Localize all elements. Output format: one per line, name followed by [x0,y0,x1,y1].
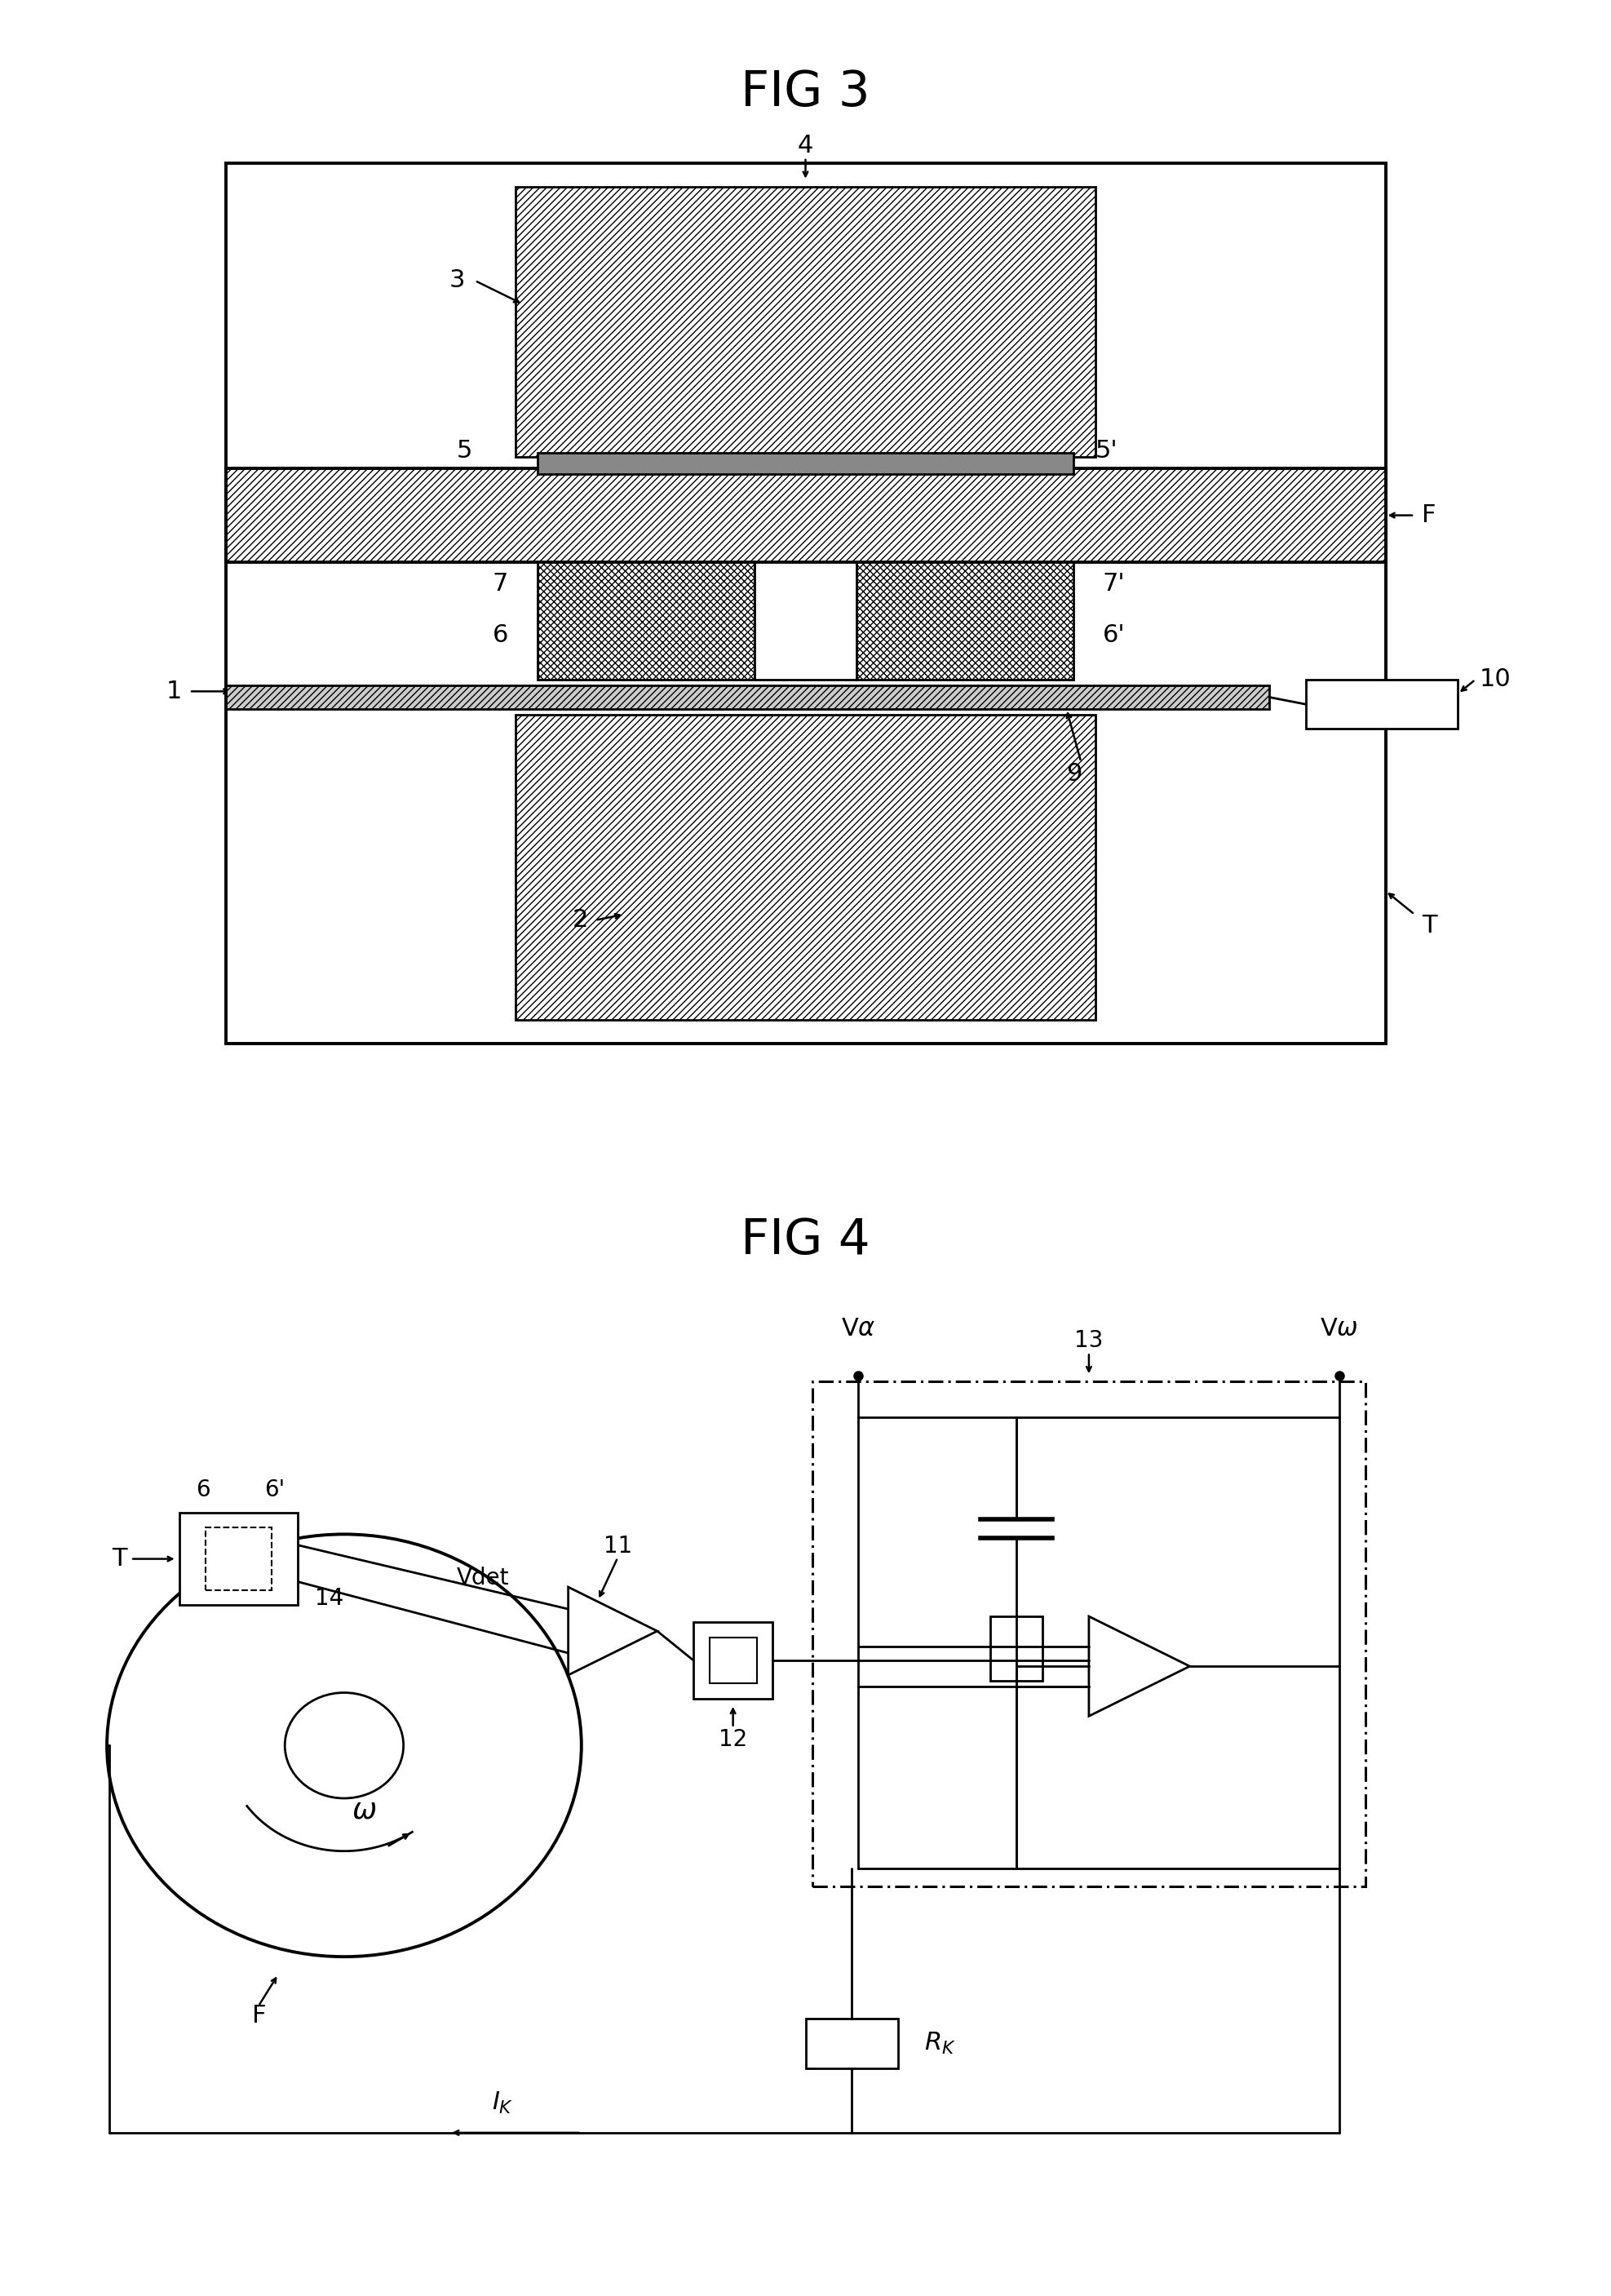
Text: 4: 4 [797,133,814,158]
Text: 11: 11 [603,1534,632,1557]
Text: 14: 14 [316,1587,343,1609]
Text: 2: 2 [572,909,588,932]
Text: 6: 6 [493,622,509,647]
Bar [812,1382,1366,1887]
Bar [857,563,1075,680]
Bar [538,563,756,680]
Text: FIG 4: FIG 4 [741,1217,870,1265]
Text: T: T [111,1548,127,1570]
Text: 3: 3 [449,269,466,292]
Text: 13: 13 [1075,1329,1104,1352]
Bar [991,1616,1042,1681]
Bar [179,1513,298,1605]
Text: F: F [251,2004,266,2027]
Bar [806,2018,897,2069]
Text: T: T [1423,914,1437,937]
Text: 12: 12 [719,1729,748,1752]
Bar [206,1527,272,1591]
Bar [226,163,1385,1042]
Bar [538,452,1075,475]
Text: 7: 7 [493,572,509,595]
Bar [1307,680,1458,728]
Text: V$\omega$: V$\omega$ [1319,1318,1358,1341]
Text: 10: 10 [1481,668,1511,691]
Bar [709,1637,757,1683]
Text: 5': 5' [1095,439,1118,461]
Text: FIG 3: FIG 3 [741,69,870,117]
Text: 9: 9 [1066,762,1083,785]
Bar [516,714,1095,1019]
Polygon shape [569,1587,657,1676]
Text: 1: 1 [166,680,182,703]
Text: 6': 6' [1104,622,1124,647]
Text: $R_K$: $R_K$ [925,2032,955,2057]
Bar [226,468,1385,563]
Text: 6': 6' [264,1479,285,1502]
Text: $I_K$: $I_K$ [491,2092,514,2117]
Text: $\omega$: $\omega$ [351,1795,377,1823]
Bar [756,563,857,680]
Text: Vdet: Vdet [456,1566,509,1589]
Text: 7': 7' [1104,572,1124,595]
Text: F: F [1423,503,1435,528]
Bar [516,186,1095,457]
Polygon shape [1089,1616,1191,1715]
Text: V$\alpha$: V$\alpha$ [841,1318,875,1341]
Bar [226,687,1269,709]
Text: 6: 6 [197,1479,211,1502]
Text: 5: 5 [456,439,472,461]
Bar [693,1623,773,1699]
